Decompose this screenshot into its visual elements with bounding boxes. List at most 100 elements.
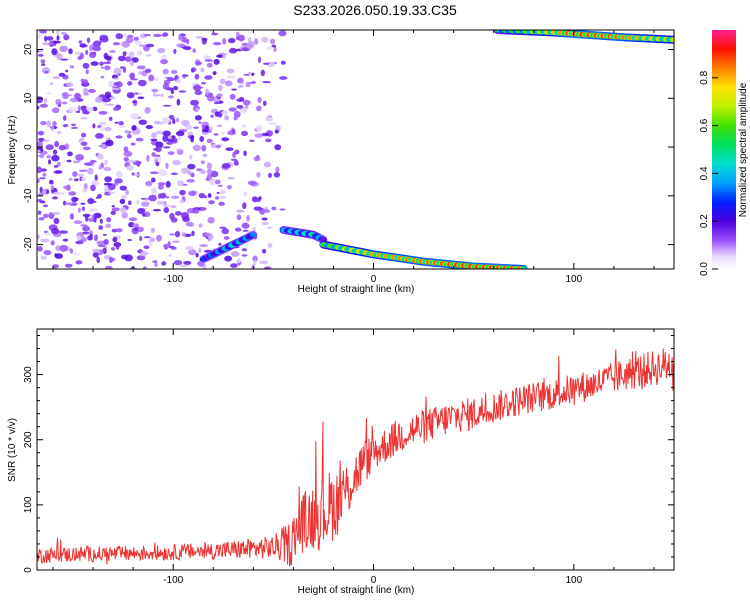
spectrogram-ytick-label: 10 bbox=[23, 92, 34, 104]
spectrogram-speckle bbox=[192, 48, 196, 53]
spectrogram-speckle bbox=[183, 260, 192, 265]
spectrogram-speckle bbox=[44, 35, 48, 42]
spectrogram-speckle bbox=[111, 228, 118, 233]
spectrogram-speckle bbox=[165, 180, 171, 188]
spectrogram-speckle bbox=[213, 58, 220, 65]
spectrogram-speckle bbox=[251, 72, 255, 77]
spectrogram-speckle bbox=[199, 136, 205, 142]
spectrogram-speckle bbox=[65, 69, 69, 73]
spectrogram-speckle bbox=[208, 200, 215, 205]
spectrogram-speckle bbox=[163, 201, 167, 206]
spectrogram-speckle bbox=[173, 48, 177, 55]
spectrogram-speckle bbox=[218, 84, 223, 92]
spectrogram-speckle bbox=[78, 138, 84, 143]
snr-ytick-label: 300 bbox=[23, 366, 34, 383]
spectrogram-speckle bbox=[123, 33, 129, 37]
spectrogram-speckle bbox=[72, 171, 78, 178]
spectrogram-speckle bbox=[246, 43, 254, 49]
spectrogram-speckle bbox=[37, 141, 43, 148]
spectrogram-speckle bbox=[182, 216, 190, 223]
spectrogram-speckle bbox=[205, 88, 210, 96]
spectrogram-speckle bbox=[216, 191, 220, 195]
spectrogram-speckle bbox=[70, 126, 78, 130]
spectrogram-speckle bbox=[37, 166, 42, 174]
spectrogram-speckle bbox=[194, 90, 203, 96]
spectrogram-speckle bbox=[202, 153, 208, 157]
spectrogram-speckle bbox=[111, 87, 121, 91]
spectrogram-speckle bbox=[131, 125, 137, 131]
spectrogram-speckle bbox=[252, 226, 256, 233]
spectrogram-speckle bbox=[81, 188, 88, 193]
spectrogram-speckle bbox=[158, 169, 168, 177]
spectrogram-speckle bbox=[124, 129, 130, 134]
spectrogram-speckle bbox=[68, 106, 76, 113]
spectrogram-speckle bbox=[115, 244, 120, 250]
spectrogram-speckle bbox=[222, 53, 226, 60]
spectrogram-speckle bbox=[56, 35, 60, 41]
spectrogram-speckle bbox=[171, 135, 176, 139]
spectrogram-speckle bbox=[82, 146, 91, 151]
colorbar-ticks: 0.0 0.2 0.4 0.6 0.8 bbox=[699, 70, 718, 276]
spectrogram-speckle bbox=[126, 92, 135, 99]
snr-xlabel: Height of straight line (km) bbox=[298, 585, 415, 596]
spectrogram-speckle bbox=[51, 48, 58, 56]
spectrogram-speckle bbox=[216, 54, 224, 58]
spectrogram-speckle bbox=[236, 98, 245, 102]
spectrogram-speckle bbox=[108, 191, 115, 195]
spectrogram-speckle bbox=[211, 32, 219, 36]
spectrogram-speckle bbox=[44, 233, 51, 236]
spectrogram-speckle bbox=[76, 234, 81, 241]
spectrogram-speckle bbox=[150, 187, 157, 195]
spectrogram-speckle bbox=[195, 86, 204, 89]
spectrogram-speckle bbox=[62, 124, 69, 128]
spectrogram-speckle bbox=[216, 124, 223, 127]
spectrogram-speckle bbox=[58, 144, 67, 151]
spectrogram-speckle bbox=[206, 62, 213, 68]
spectrogram-speckle bbox=[135, 137, 144, 142]
spectrogram-speckle bbox=[141, 201, 150, 207]
colorbar-gradient bbox=[712, 30, 736, 269]
spectrogram-speckle bbox=[176, 98, 181, 106]
spectrogram-speckle bbox=[280, 60, 286, 65]
spectrogram-speckle bbox=[248, 71, 252, 75]
spectrogram-speckle bbox=[123, 146, 129, 153]
spectrogram-speckle bbox=[274, 144, 282, 151]
spectrogram-speckle bbox=[146, 53, 152, 57]
spectrogram-speckle bbox=[81, 132, 87, 138]
spectrogram-speckle bbox=[230, 263, 238, 268]
spectrogram-speckle bbox=[206, 168, 213, 176]
spectrogram-speckle bbox=[179, 199, 184, 204]
spectrogram-speckle bbox=[194, 115, 202, 121]
spectrogram-speckle bbox=[167, 77, 176, 82]
spectrogram-speckle bbox=[191, 68, 195, 73]
spectrogram-speckle bbox=[253, 156, 261, 162]
spectrogram-speckle bbox=[83, 79, 89, 86]
spectrogram-speckle bbox=[37, 130, 45, 136]
spectrogram-speckle bbox=[241, 130, 248, 136]
spectrogram-speckle bbox=[156, 200, 165, 205]
spectrogram-speckle bbox=[137, 50, 142, 56]
spectrogram-speckle bbox=[233, 116, 238, 121]
spectrogram-speckle bbox=[200, 169, 206, 175]
spectrogram-speckle bbox=[43, 97, 47, 105]
spectrogram-speckle bbox=[89, 51, 97, 59]
spectrogram-speckle bbox=[69, 213, 74, 220]
spectrogram-speckle bbox=[150, 227, 155, 233]
spectrogram-speckle bbox=[158, 182, 166, 186]
spectrogram-speckle bbox=[253, 206, 263, 211]
spectrogram-speckle bbox=[136, 200, 140, 205]
spectrogram-speckle bbox=[181, 167, 189, 174]
spectrogram-speckle bbox=[107, 103, 115, 106]
spectrogram-speckle bbox=[121, 194, 127, 200]
spectrogram-speckle bbox=[155, 161, 160, 167]
spectrogram-speckle bbox=[267, 172, 273, 178]
spectrogram-speckle bbox=[53, 165, 59, 168]
spectrogram-speckle bbox=[161, 261, 167, 266]
spectrogram-speckle bbox=[55, 245, 62, 252]
spectrogram-speckle bbox=[49, 40, 54, 47]
spectrogram-speckle bbox=[176, 78, 182, 84]
spectrogram-speckle bbox=[254, 38, 259, 45]
spectrogram-speckle bbox=[90, 61, 99, 66]
spectrogram-speckle bbox=[170, 195, 180, 199]
